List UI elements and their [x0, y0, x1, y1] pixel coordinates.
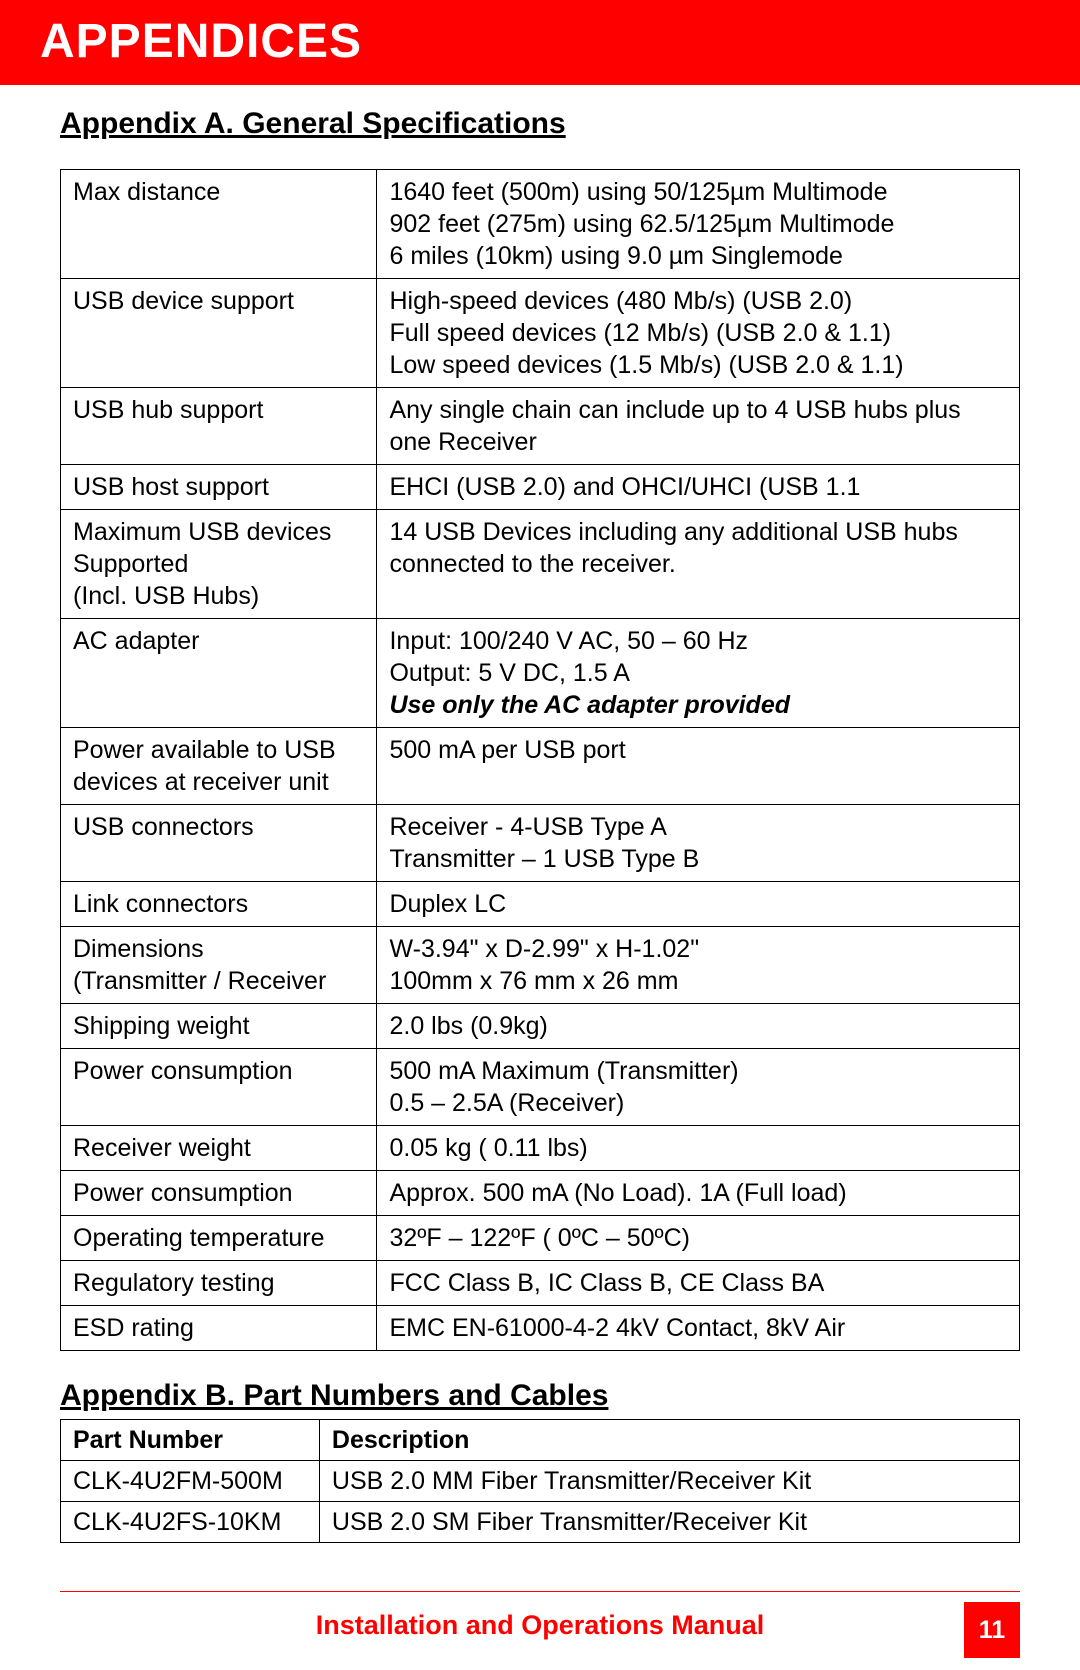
table-row: Shipping weight2.0 lbs (0.9kg) [61, 1004, 1020, 1049]
part-number: CLK-4U2FS-10KM [61, 1502, 320, 1543]
table-row: Link connectorsDuplex LC [61, 882, 1020, 927]
part-description: USB 2.0 MM Fiber Transmitter/Receiver Ki… [319, 1461, 1019, 1502]
table-row: USB hub supportAny single chain can incl… [61, 388, 1020, 465]
table-row: Operating temperature32ºF – 122ºF ( 0ºC … [61, 1216, 1020, 1261]
spec-value: 0.05 kg ( 0.11 lbs) [377, 1126, 1020, 1171]
footer-rule [60, 1591, 1020, 1592]
spec-label: USB connectors [61, 805, 377, 882]
spec-value: Receiver - 4-USB Type ATransmitter – 1 U… [377, 805, 1020, 882]
parts-col-header: Description [319, 1420, 1019, 1461]
table-row: Regulatory testingFCC Class B, IC Class … [61, 1261, 1020, 1306]
spec-label: Shipping weight [61, 1004, 377, 1049]
table-row: USB host supportEHCI (USB 2.0) and OHCI/… [61, 465, 1020, 510]
parts-table: Part Number Description CLK-4U2FM-500MUS… [60, 1419, 1020, 1543]
page-content: Appendix A. General Specifications Max d… [0, 85, 1080, 1543]
table-row: CLK-4U2FS-10KMUSB 2.0 SM Fiber Transmitt… [61, 1502, 1020, 1543]
table-row: Power consumption500 mA Maximum (Transmi… [61, 1049, 1020, 1126]
table-row: CLK-4U2FM-500MUSB 2.0 MM Fiber Transmitt… [61, 1461, 1020, 1502]
table-row: AC adapterInput: 100/240 V AC, 50 – 60 H… [61, 619, 1020, 728]
spec-label: USB hub support [61, 388, 377, 465]
page-banner-title: APPENDICES [40, 14, 1040, 69]
table-row: Power available to USBdevices at receive… [61, 728, 1020, 805]
spec-label: Power consumption [61, 1049, 377, 1126]
part-description: USB 2.0 SM Fiber Transmitter/Receiver Ki… [319, 1502, 1019, 1543]
spec-value: Approx. 500 mA (No Load). 1A (Full load) [377, 1171, 1020, 1216]
part-number: CLK-4U2FM-500M [61, 1461, 320, 1502]
spec-value: W-3.94" x D-2.99" x H-1.02"100mm x 76 mm… [377, 927, 1020, 1004]
parts-col-header: Part Number [61, 1420, 320, 1461]
spec-label: Operating temperature [61, 1216, 377, 1261]
spec-label: Maximum USB devicesSupported(Incl. USB H… [61, 510, 377, 619]
spec-label: Regulatory testing [61, 1261, 377, 1306]
spec-value: 500 mA per USB port [377, 728, 1020, 805]
spec-table: Max distance1640 feet (500m) using 50/12… [60, 169, 1020, 1351]
spec-label: USB device support [61, 279, 377, 388]
spec-value: Input: 100/240 V AC, 50 – 60 HzOutput: 5… [377, 619, 1020, 728]
spec-label: Power available to USBdevices at receive… [61, 728, 377, 805]
spec-value: 14 USB Devices including any additional … [377, 510, 1020, 619]
spec-label: USB host support [61, 465, 377, 510]
table-row: Max distance1640 feet (500m) using 50/12… [61, 170, 1020, 279]
page-banner: APPENDICES [0, 0, 1080, 85]
table-row: Receiver weight0.05 kg ( 0.11 lbs) [61, 1126, 1020, 1171]
spec-value: 500 mA Maximum (Transmitter)0.5 – 2.5A (… [377, 1049, 1020, 1126]
spec-label: Power consumption [61, 1171, 377, 1216]
appendix-b-heading: Appendix B. Part Numbers and Cables [60, 1379, 1020, 1413]
appendix-a-heading: Appendix A. General Specifications [60, 107, 1020, 141]
spec-value: 32ºF – 122ºF ( 0ºC – 50ºC) [377, 1216, 1020, 1261]
table-row: Dimensions(Transmitter / ReceiverW-3.94"… [61, 927, 1020, 1004]
table-row: USB device supportHigh-speed devices (48… [61, 279, 1020, 388]
table-row: ESD ratingEMC EN-61000-4-2 4kV Contact, … [61, 1306, 1020, 1351]
spec-label: Receiver weight [61, 1126, 377, 1171]
spec-label: Max distance [61, 170, 377, 279]
spec-value: 2.0 lbs (0.9kg) [377, 1004, 1020, 1049]
table-row: Maximum USB devicesSupported(Incl. USB H… [61, 510, 1020, 619]
spec-value: Duplex LC [377, 882, 1020, 927]
spec-value: Any single chain can include up to 4 USB… [377, 388, 1020, 465]
spec-value: 1640 feet (500m) using 50/125µm Multimod… [377, 170, 1020, 279]
spec-label: AC adapter [61, 619, 377, 728]
spec-label: Link connectors [61, 882, 377, 927]
spec-label: ESD rating [61, 1306, 377, 1351]
table-row: Power consumptionApprox. 500 mA (No Load… [61, 1171, 1020, 1216]
spec-value: High-speed devices (480 Mb/s) (USB 2.0)F… [377, 279, 1020, 388]
spec-label: Dimensions(Transmitter / Receiver [61, 927, 377, 1004]
table-row: USB connectorsReceiver - 4-USB Type ATra… [61, 805, 1020, 882]
spec-value: EHCI (USB 2.0) and OHCI/UHCI (USB 1.1 [377, 465, 1020, 510]
spec-value: EMC EN-61000-4-2 4kV Contact, 8kV Air [377, 1306, 1020, 1351]
page-footer: Installation and Operations Manual 11 [0, 1610, 1080, 1670]
page-number-badge: 11 [964, 1602, 1020, 1658]
footer-title: Installation and Operations Manual [60, 1610, 1020, 1641]
spec-value: FCC Class B, IC Class B, CE Class BA [377, 1261, 1020, 1306]
